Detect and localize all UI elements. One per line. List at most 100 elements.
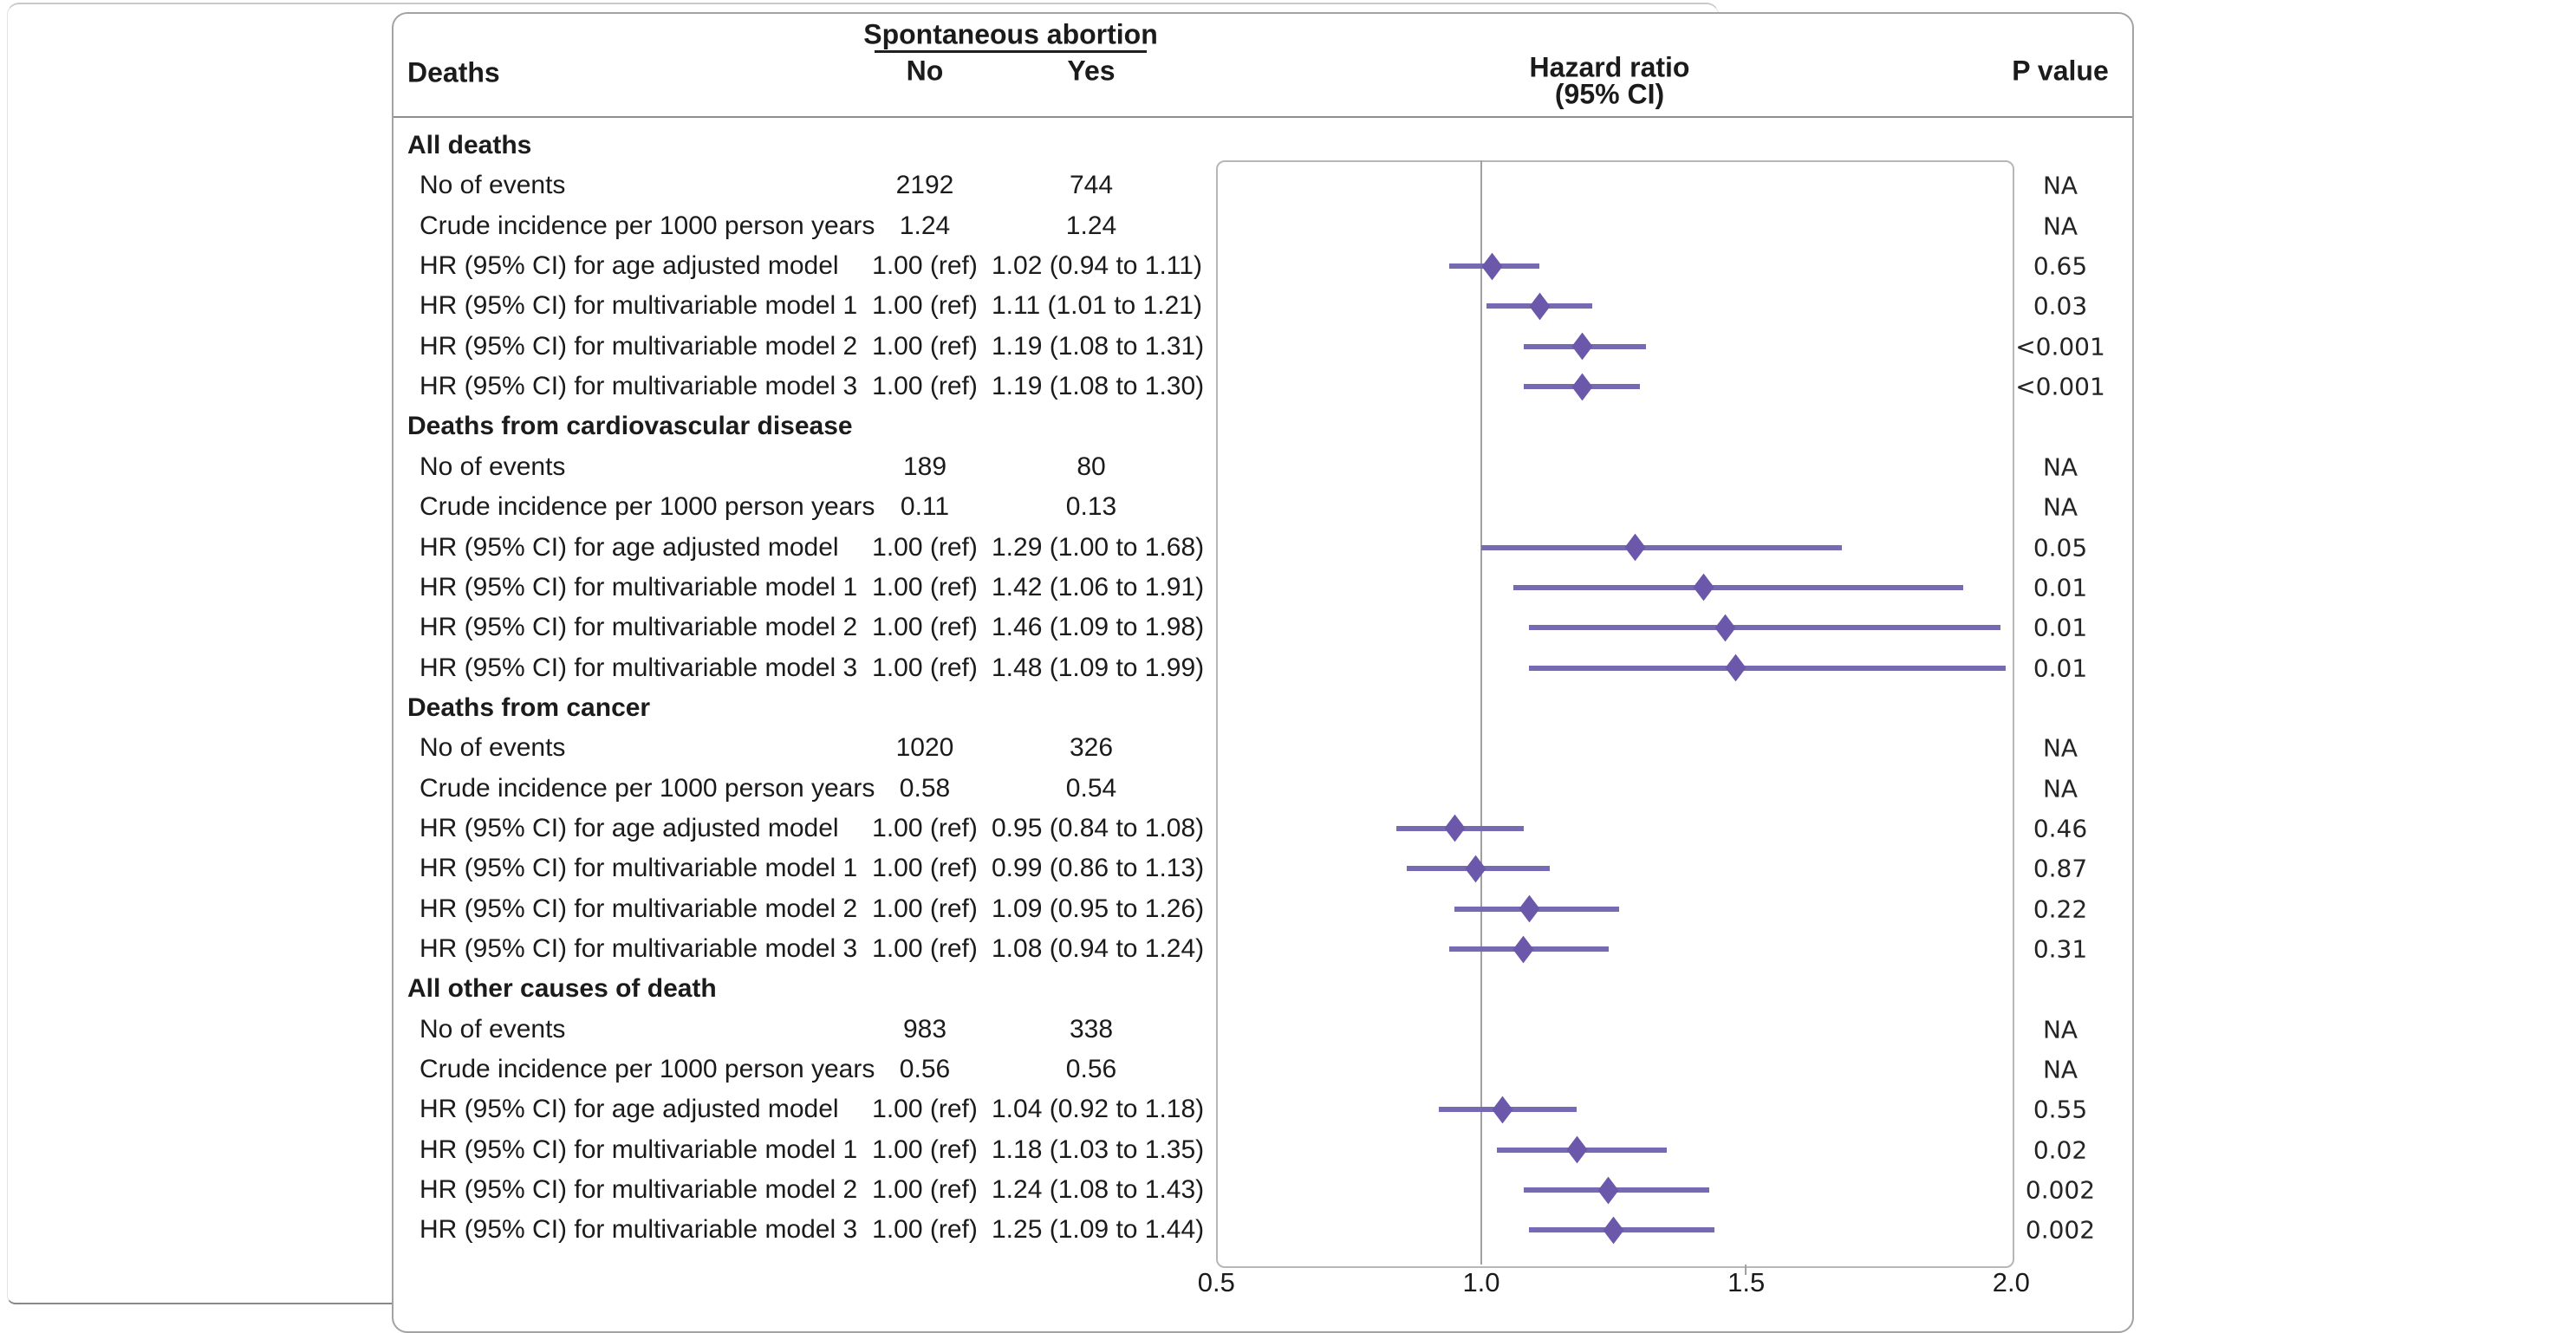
table-row: HR (95% CI) for multivariable model 1 1.0… — [394, 286, 2132, 326]
row-label: No of events — [420, 452, 566, 481]
row-label: HR (95% CI) for multivariable model 2 — [420, 894, 858, 923]
cell-no-group: 1.00 (ref) — [872, 613, 978, 642]
cell-yes-group: 0.54 — [1065, 773, 1117, 803]
section-title: All other causes of death — [407, 974, 717, 1004]
table-row: HR (95% CI) for age adjusted model 1.00 (… — [394, 246, 2132, 286]
cell-yes-group: 1.04 (0.92 to 1.18) — [992, 1095, 1205, 1124]
cell-yes-group: 0.13 — [1065, 492, 1117, 522]
section-title: Deaths from cancer — [407, 693, 651, 722]
table-row: HR (95% CI) for multivariable model 1 1.0… — [394, 568, 2132, 608]
cell-yes-group: 0.56 — [1065, 1055, 1117, 1084]
group-header-underline — [875, 50, 1147, 53]
cell-p-value: 0.65 — [2033, 251, 2088, 281]
row-label: HR (95% CI) for age adjusted model — [420, 251, 839, 281]
confidence-interval-line — [1529, 625, 2001, 631]
column-header-p-value: P value — [2012, 55, 2109, 87]
column-header-hazard-ratio-line1: Hazard ratio — [1529, 51, 1690, 83]
table-row: HR (95% CI) for multivariable model 2 1.0… — [394, 889, 2132, 929]
table-row: HR (95% CI) for multivariable model 2 1.0… — [394, 1170, 2132, 1210]
cell-p-value: <0.001 — [2015, 372, 2105, 401]
table-row: HR (95% CI) for multivariable model 3 1.0… — [394, 1210, 2132, 1250]
cell-no-group: 1.00 (ref) — [872, 1175, 978, 1205]
section-title: All deaths — [407, 131, 532, 159]
row-label: Crude incidence per 1000 person years — [420, 1055, 875, 1084]
section-header-row: All deaths — [394, 126, 2132, 166]
cell-no-group: 983 — [902, 1014, 947, 1044]
forest-plot-area — [1216, 160, 2014, 1268]
cell-no-group: 1.00 (ref) — [872, 291, 978, 321]
cell-p-value: NA — [2042, 452, 2078, 482]
row-label: HR (95% CI) for multivariable model 2 — [420, 1175, 858, 1205]
confidence-interval-line — [1529, 665, 2007, 671]
cell-p-value: NA — [2042, 1015, 2078, 1044]
cell-no-group: 1.00 (ref) — [872, 813, 978, 842]
table-row: Crude incidence per 1000 person years 0.5… — [394, 769, 2132, 809]
confidence-interval-line — [1512, 584, 1964, 590]
row-label: No of events — [420, 171, 566, 200]
cell-yes-group: 1.25 (1.09 to 1.44) — [992, 1215, 1205, 1245]
table-row: HR (95% CI) for multivariable model 2 1.0… — [394, 327, 2132, 367]
cell-p-value: NA — [2042, 211, 2078, 241]
x-axis-tick-label: 1.5 — [1727, 1267, 1766, 1297]
row-label: HR (95% CI) for multivariable model 3 — [420, 372, 858, 401]
cell-p-value: 0.01 — [2033, 653, 2088, 683]
table-row: Crude incidence per 1000 person years 0.5… — [394, 1050, 2132, 1089]
table-row: No of events 983 338 NA — [394, 1010, 2132, 1050]
cell-p-value: 0.31 — [2033, 934, 2088, 964]
cell-yes-group: 1.09 (0.95 to 1.26) — [992, 894, 1205, 923]
section-header-row: Deaths from cardiovascular disease — [394, 406, 2132, 446]
row-label: Crude incidence per 1000 person years — [420, 773, 875, 803]
table-row: No of events 189 80 NA — [394, 447, 2132, 487]
row-label: HR (95% CI) for multivariable model 1 — [420, 291, 858, 321]
cell-p-value: 0.01 — [2033, 573, 2088, 602]
row-label: HR (95% CI) for multivariable model 3 — [420, 1215, 858, 1245]
cell-yes-group: 1.18 (1.03 to 1.35) — [992, 1135, 1205, 1164]
forest-plot-figure-panel: Deaths Spontaneous abortion No Yes Hazar… — [392, 12, 2134, 1333]
table-row: HR (95% CI) for multivariable model 1 1.0… — [394, 1130, 2132, 1170]
row-label: Crude incidence per 1000 person years — [420, 211, 875, 240]
cell-yes-group: 0.95 (0.84 to 1.08) — [992, 813, 1205, 842]
cell-yes-group: 326 — [1069, 733, 1114, 763]
section-title: Deaths from cardiovascular disease — [407, 412, 853, 441]
x-axis-tick-label: 0.5 — [1197, 1267, 1235, 1297]
cell-no-group: 1020 — [895, 733, 954, 763]
cell-no-group: 0.58 — [899, 773, 951, 803]
axis-tick-1-5 — [1745, 1265, 1747, 1275]
cell-yes-group: 0.99 (0.86 to 1.13) — [992, 854, 1205, 883]
cell-p-value: 0.55 — [2033, 1095, 2088, 1124]
column-header-hazard-ratio-line2: (95% CI) — [1554, 78, 1665, 110]
cell-no-group: 0.56 — [899, 1055, 951, 1084]
section-header-row: All other causes of death — [394, 969, 2132, 1009]
cell-p-value: 0.05 — [2033, 533, 2088, 562]
cell-yes-group: 1.19 (1.08 to 1.30) — [992, 372, 1205, 401]
row-label: HR (95% CI) for age adjusted model — [420, 1095, 839, 1124]
cell-no-group: 1.24 — [899, 211, 951, 240]
column-header-no: No — [906, 55, 944, 87]
cell-no-group: 1.00 (ref) — [872, 1215, 978, 1245]
cell-yes-group: 80 — [1077, 452, 1106, 481]
cell-p-value: NA — [2042, 1055, 2078, 1084]
cell-p-value: NA — [2042, 733, 2078, 763]
column-header-deaths: Deaths — [407, 56, 500, 88]
x-axis-tick-label: 1.0 — [1462, 1267, 1500, 1297]
cell-no-group: 1.00 (ref) — [872, 1095, 978, 1124]
cell-yes-group: 1.42 (1.06 to 1.91) — [992, 572, 1205, 601]
column-header-yes: Yes — [1067, 55, 1116, 87]
cell-no-group: 2192 — [895, 171, 954, 200]
cell-yes-group: 1.29 (1.00 to 1.68) — [992, 532, 1205, 562]
cell-no-group: 1.00 (ref) — [872, 251, 978, 281]
cell-yes-group: 1.24 (1.08 to 1.43) — [992, 1175, 1205, 1205]
cell-no-group: 1.00 (ref) — [872, 572, 978, 601]
cell-p-value: 0.87 — [2033, 854, 2088, 883]
table-row: No of events 2192 744 NA — [394, 166, 2132, 205]
cell-p-value: NA — [2042, 171, 2078, 200]
cell-p-value: 0.002 — [2025, 1215, 2096, 1245]
row-label: HR (95% CI) for multivariable model 1 — [420, 854, 858, 883]
table-row: HR (95% CI) for age adjusted model 1.00 (… — [394, 1089, 2132, 1129]
cell-p-value: NA — [2042, 774, 2078, 803]
cell-yes-group: 1.24 — [1065, 211, 1117, 240]
cell-yes-group: 1.46 (1.09 to 1.98) — [992, 613, 1205, 642]
cell-no-group: 1.00 (ref) — [872, 331, 978, 361]
cell-no-group: 1.00 (ref) — [872, 934, 978, 963]
row-label: No of events — [420, 1014, 566, 1044]
